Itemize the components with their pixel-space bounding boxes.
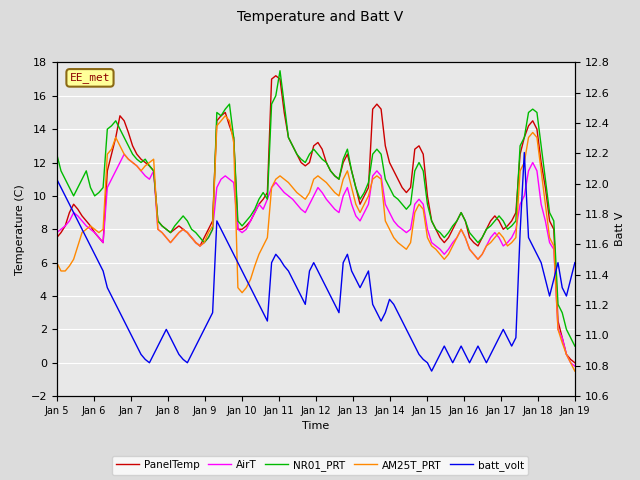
batt_volt bbox=[428, 368, 435, 374]
batt_volt bbox=[352, 276, 360, 282]
PanelTemp bbox=[272, 73, 280, 79]
NR01_PRT bbox=[205, 235, 212, 240]
Text: EE_met: EE_met bbox=[70, 72, 110, 84]
NR01_PRT bbox=[86, 185, 94, 191]
AirT bbox=[571, 363, 579, 369]
AM25T_PRT bbox=[53, 260, 61, 265]
Y-axis label: Temperature (C): Temperature (C) bbox=[15, 184, 25, 275]
PanelTemp bbox=[285, 134, 292, 140]
Legend: PanelTemp, AirT, NR01_PRT, AM25T_PRT, batt_volt: PanelTemp, AirT, NR01_PRT, AM25T_PRT, ba… bbox=[111, 456, 529, 475]
AM25T_PRT bbox=[150, 156, 157, 162]
AM25T_PRT bbox=[356, 210, 364, 216]
AirT bbox=[86, 227, 94, 232]
AM25T_PRT bbox=[221, 113, 229, 119]
AirT bbox=[154, 227, 162, 232]
Line: AirT: AirT bbox=[57, 154, 575, 366]
NR01_PRT bbox=[285, 134, 292, 140]
batt_volt bbox=[150, 351, 157, 357]
AirT bbox=[285, 193, 292, 199]
AM25T_PRT bbox=[571, 368, 579, 374]
AirT bbox=[209, 227, 216, 232]
batt_volt bbox=[571, 260, 579, 265]
batt_volt bbox=[86, 243, 94, 249]
AM25T_PRT bbox=[86, 223, 94, 229]
Line: AM25T_PRT: AM25T_PRT bbox=[57, 116, 575, 371]
AirT bbox=[57, 227, 65, 232]
Y-axis label: Batt V: Batt V bbox=[615, 212, 625, 246]
AM25T_PRT bbox=[57, 268, 65, 274]
NR01_PRT bbox=[356, 196, 364, 202]
Text: Temperature and Batt V: Temperature and Batt V bbox=[237, 10, 403, 24]
batt_volt bbox=[280, 263, 288, 269]
batt_volt bbox=[520, 150, 528, 156]
PanelTemp bbox=[150, 168, 157, 174]
PanelTemp bbox=[205, 227, 212, 232]
PanelTemp bbox=[356, 201, 364, 207]
PanelTemp bbox=[86, 223, 94, 229]
PanelTemp bbox=[571, 360, 579, 366]
AM25T_PRT bbox=[205, 230, 212, 236]
NR01_PRT bbox=[571, 343, 579, 349]
PanelTemp bbox=[57, 230, 65, 236]
AirT bbox=[120, 151, 128, 157]
batt_volt bbox=[53, 176, 61, 182]
Line: batt_volt: batt_volt bbox=[57, 153, 575, 371]
batt_volt bbox=[205, 318, 212, 324]
X-axis label: Time: Time bbox=[302, 421, 330, 432]
AirT bbox=[356, 218, 364, 224]
NR01_PRT bbox=[57, 168, 65, 174]
batt_volt bbox=[57, 185, 65, 191]
NR01_PRT bbox=[150, 168, 157, 174]
Line: NR01_PRT: NR01_PRT bbox=[57, 71, 575, 346]
Line: PanelTemp: PanelTemp bbox=[57, 76, 575, 363]
NR01_PRT bbox=[276, 68, 284, 73]
PanelTemp bbox=[53, 235, 61, 240]
AirT bbox=[53, 230, 61, 236]
NR01_PRT bbox=[53, 151, 61, 157]
AM25T_PRT bbox=[285, 180, 292, 185]
